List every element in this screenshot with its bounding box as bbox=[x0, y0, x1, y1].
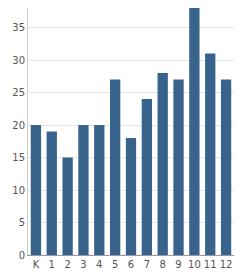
svg-text:1: 1 bbox=[49, 259, 55, 270]
svg-text:7: 7 bbox=[144, 259, 150, 270]
svg-text:K: K bbox=[33, 259, 40, 270]
svg-text:25: 25 bbox=[12, 87, 25, 98]
svg-text:6: 6 bbox=[128, 259, 134, 270]
svg-text:12: 12 bbox=[220, 259, 233, 270]
svg-text:10: 10 bbox=[12, 185, 25, 196]
svg-text:15: 15 bbox=[12, 152, 25, 163]
svg-text:30: 30 bbox=[12, 55, 25, 66]
svg-text:0: 0 bbox=[19, 250, 25, 261]
svg-text:11: 11 bbox=[204, 259, 217, 270]
svg-text:35: 35 bbox=[12, 22, 25, 33]
svg-text:20: 20 bbox=[12, 120, 25, 131]
svg-text:5: 5 bbox=[112, 259, 118, 270]
svg-text:9: 9 bbox=[175, 259, 181, 270]
svg-text:2: 2 bbox=[64, 259, 70, 270]
svg-text:3: 3 bbox=[80, 259, 86, 270]
svg-text:5: 5 bbox=[19, 217, 25, 228]
svg-text:10: 10 bbox=[188, 259, 201, 270]
svg-text:4: 4 bbox=[96, 259, 102, 270]
svg-text:8: 8 bbox=[160, 259, 166, 270]
